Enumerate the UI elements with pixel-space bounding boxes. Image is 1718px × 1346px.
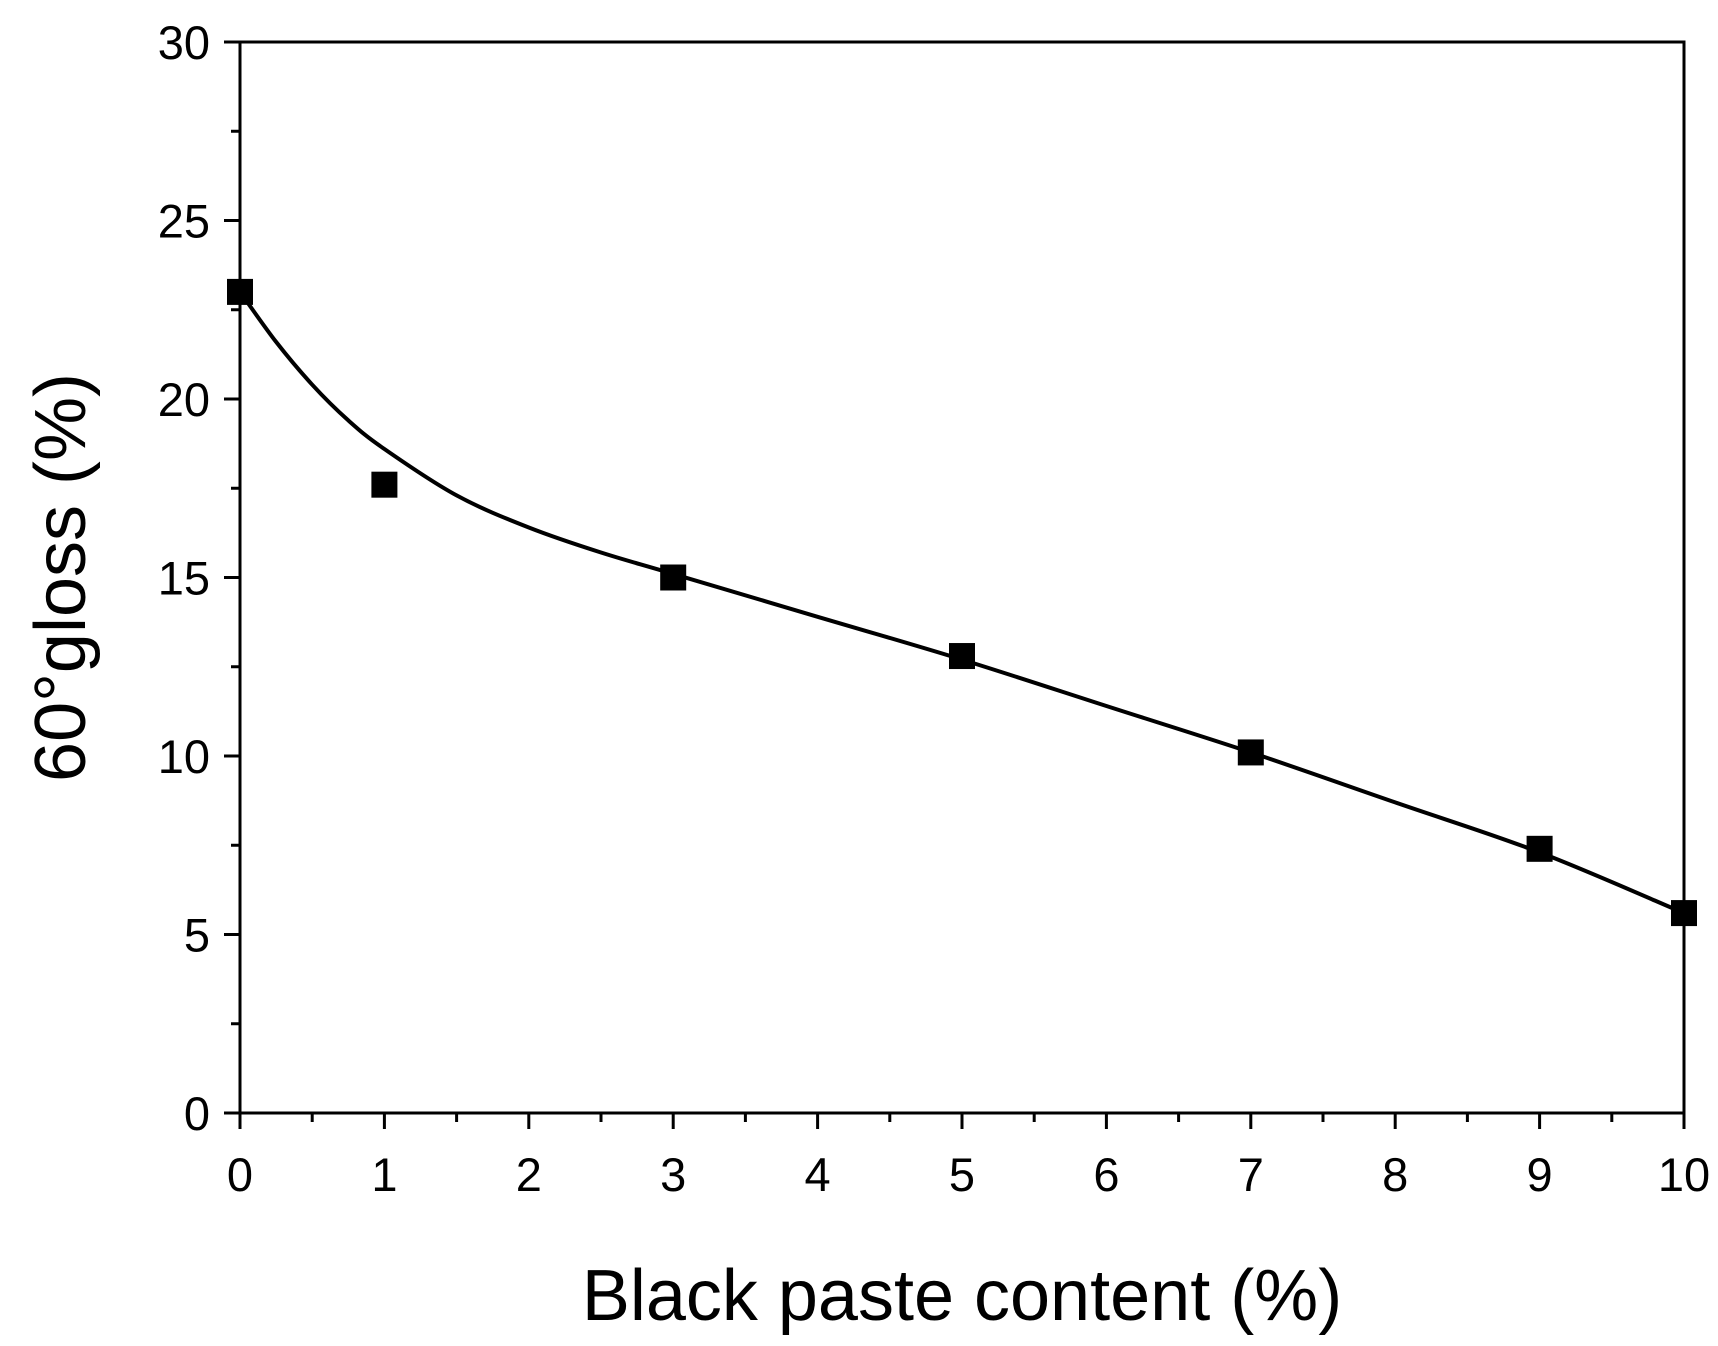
- x-tick-label: 3: [660, 1148, 686, 1201]
- x-tick-label: 8: [1382, 1148, 1408, 1201]
- plot-frame: [238, 40, 1686, 1115]
- y-tick-label: 15: [158, 552, 210, 605]
- y-tick-label: 25: [158, 195, 210, 248]
- data-point: [660, 564, 687, 591]
- x-tick-label: 10: [1658, 1148, 1710, 1201]
- x-tick-label: 5: [949, 1148, 975, 1201]
- axis-ticks: [224, 40, 1686, 1129]
- y-axis-title: 60°gloss (%): [21, 373, 101, 782]
- y-tick-label: 0: [184, 1087, 210, 1140]
- data-point: [949, 643, 975, 670]
- x-tick-labels: 0 1 2 3 4 5 6 7 8 9 10: [227, 1148, 1710, 1201]
- data-point: [1526, 835, 1553, 862]
- y-tick-labels: 0 5 10 15 20 25 30: [158, 16, 210, 1140]
- data-points: [227, 278, 1697, 927]
- x-tick-label: 6: [1093, 1148, 1119, 1201]
- x-tick-label: 0: [227, 1148, 253, 1201]
- y-tick-label: 20: [158, 373, 210, 426]
- data-point: [1237, 739, 1264, 766]
- data-point: [371, 471, 398, 498]
- x-tick-label: 4: [805, 1148, 831, 1201]
- x-axis-title: Black paste content (%): [582, 1256, 1342, 1336]
- y-tick-label: 10: [158, 730, 210, 783]
- y-tick-label: 30: [158, 16, 210, 69]
- x-tick-label: 1: [371, 1148, 397, 1201]
- fit-curve: [238, 290, 1685, 915]
- x-tick-label: 9: [1527, 1148, 1553, 1201]
- y-tick-label: 5: [184, 909, 210, 962]
- x-tick-label: 7: [1238, 1148, 1264, 1201]
- x-tick-label: 2: [516, 1148, 542, 1201]
